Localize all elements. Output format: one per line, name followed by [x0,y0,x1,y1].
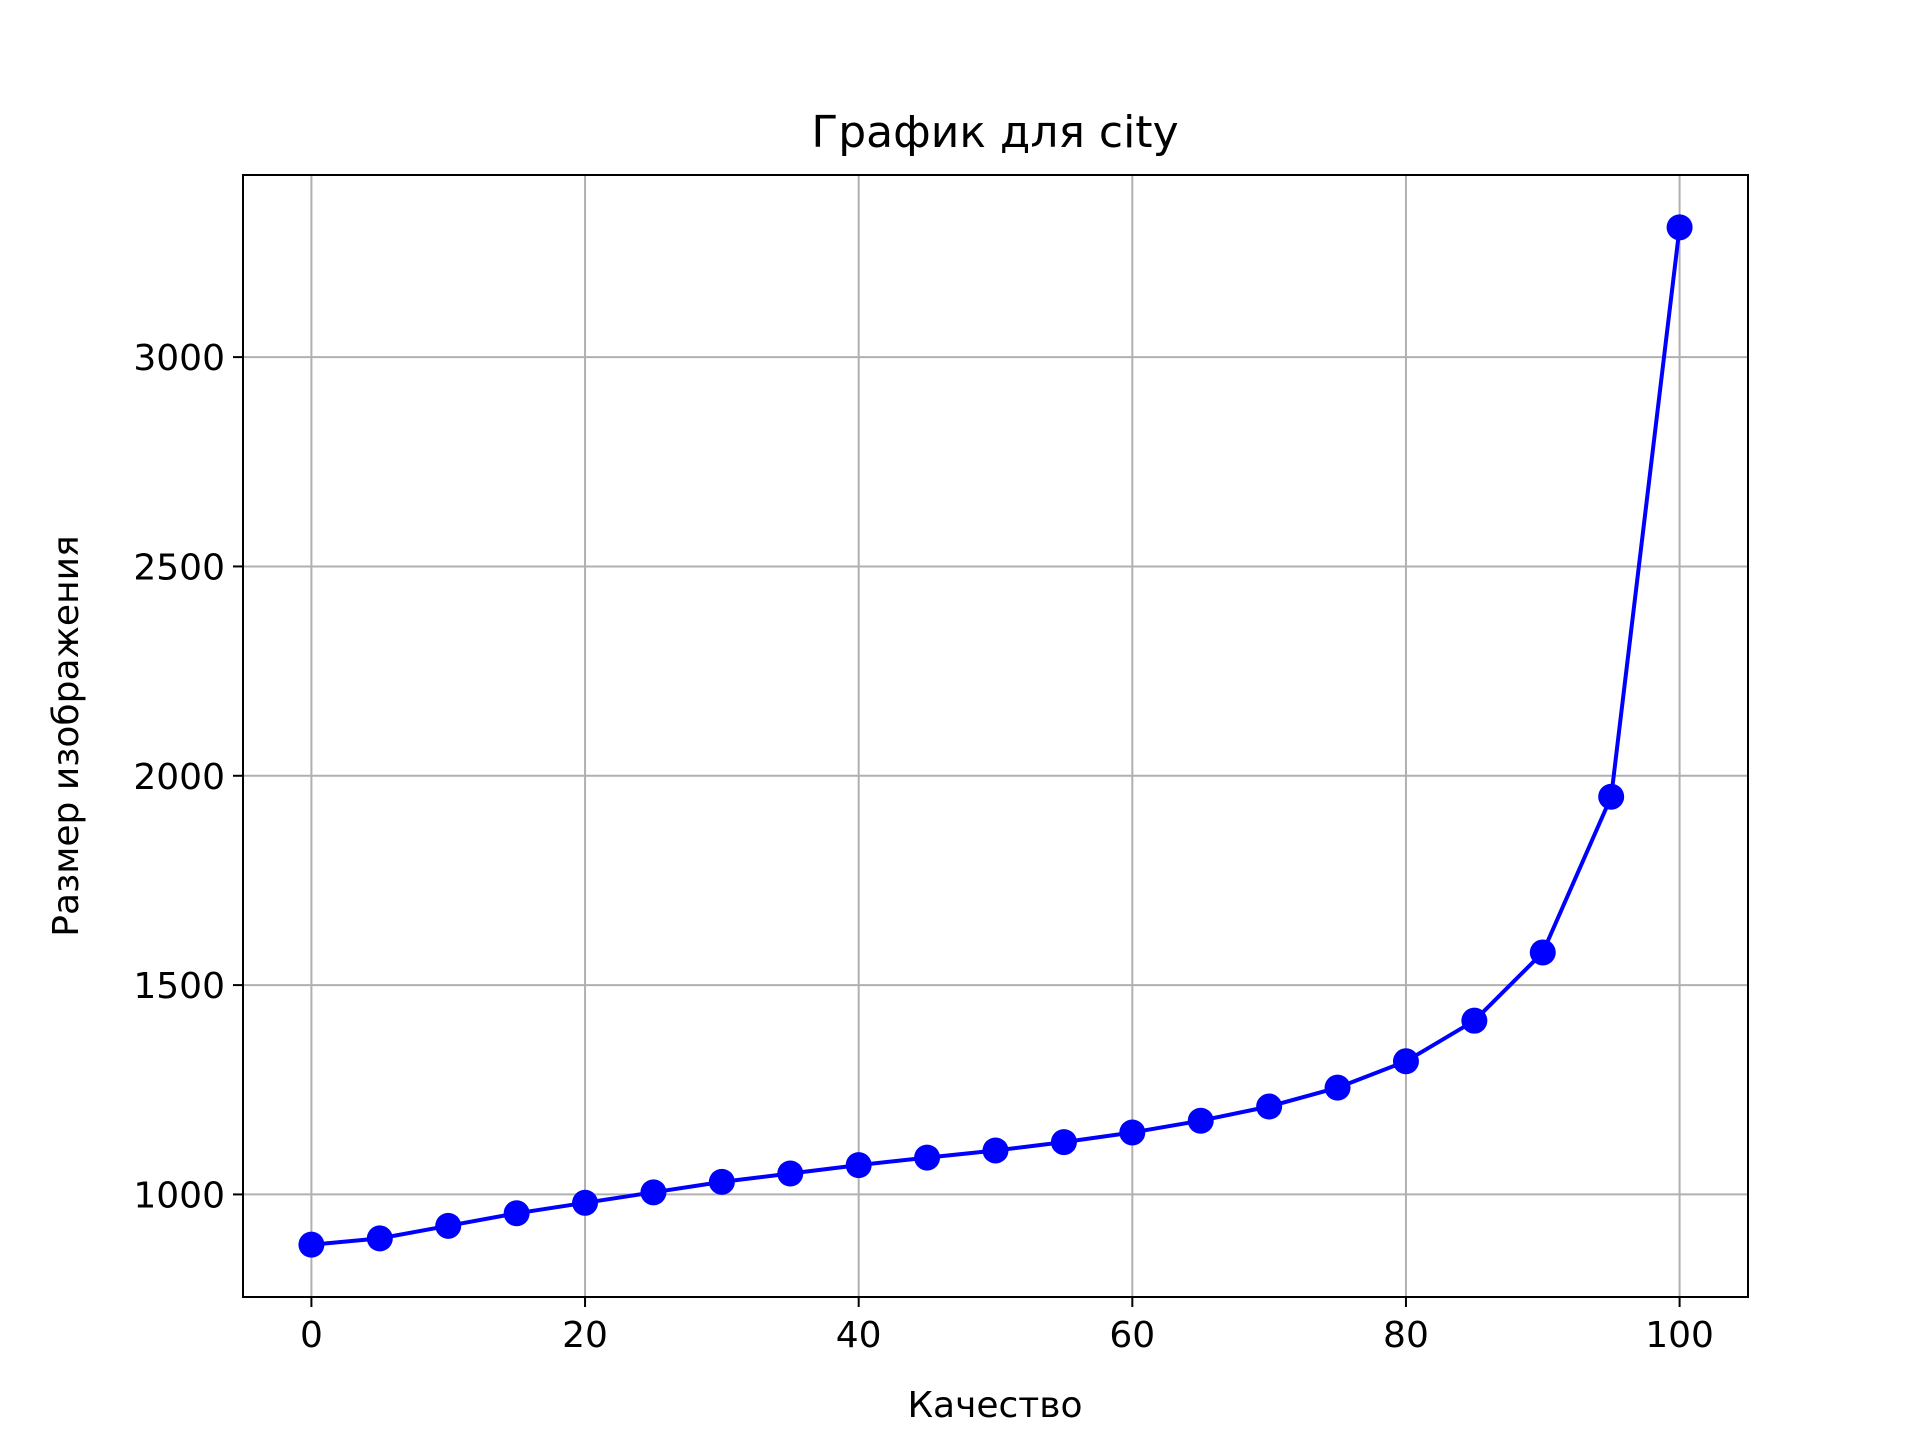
y-tick-label: 1500 [133,966,225,1007]
y-axis-label: Размер изображения [46,535,87,936]
y-tick-label: 2500 [133,547,225,588]
data-point [982,1137,1009,1164]
data-point [1666,214,1693,241]
data-point [1529,939,1556,966]
axes-frame [242,174,1749,1298]
data-point [435,1212,462,1239]
data-point [914,1144,941,1171]
data-point [1256,1093,1283,1120]
x-axis-label: Качество [907,1385,1082,1426]
data-point [1119,1119,1146,1146]
data-point [1598,783,1625,810]
x-tick-label: 40 [836,1315,882,1356]
data-point [1187,1107,1214,1134]
x-tick-label: 80 [1383,1315,1429,1356]
x-tick-label: 100 [1645,1315,1714,1356]
x-tick-label: 60 [1109,1315,1155,1356]
data-point [708,1168,735,1195]
data-point [503,1200,530,1227]
data-point [572,1189,599,1216]
x-tick-label: 0 [300,1315,323,1356]
data-point [777,1160,804,1187]
ticks: 0 20 40 60 80 100 1000 1500 2000 2500 3000 [133,338,1714,1356]
x-tick-label: 20 [562,1315,608,1356]
data-point [1050,1129,1077,1156]
y-tick-label: 1000 [133,1175,225,1216]
data-point [298,1231,325,1258]
data-point [366,1225,393,1252]
data-point [1392,1048,1419,1075]
data-point [1461,1007,1488,1034]
data-point [845,1152,872,1179]
chart-title: График для city [811,107,1178,158]
y-tick-label: 2000 [133,757,225,798]
data-point [1324,1074,1351,1101]
series-group [298,214,1693,1258]
data-point [640,1179,667,1206]
y-tick-label: 3000 [133,338,225,379]
grid [243,175,1748,1297]
